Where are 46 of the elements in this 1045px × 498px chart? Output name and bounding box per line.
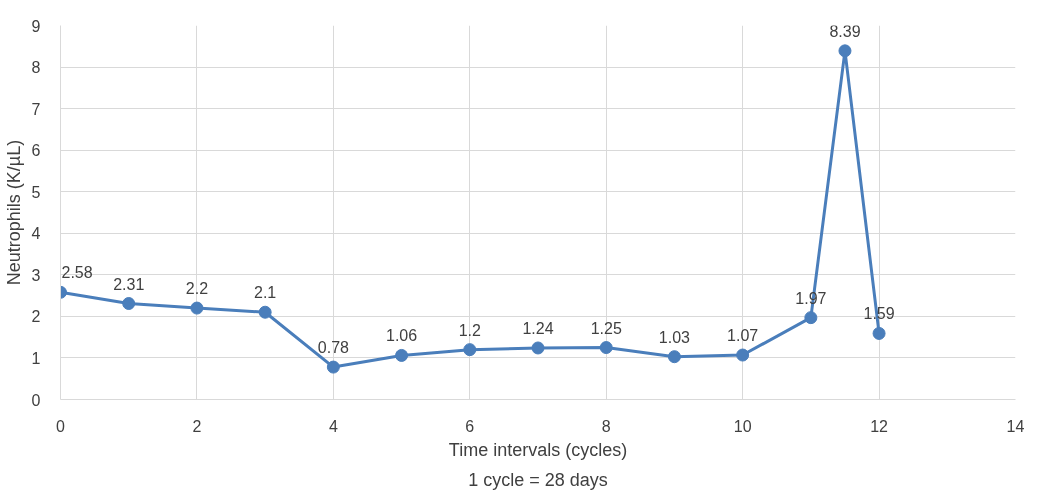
y-tick-label: 6	[31, 142, 41, 160]
x-tick-label: 4	[328, 417, 338, 435]
y-tick-label: 1	[31, 349, 41, 367]
point	[599, 341, 613, 355]
y-tick-label: 5	[31, 183, 41, 201]
point	[531, 341, 545, 355]
point	[838, 44, 852, 58]
data-label: 1.2	[458, 321, 482, 339]
x-axis-title: Time intervals (cycles)	[448, 439, 628, 460]
data-label: 0.78	[317, 339, 350, 357]
x-tick-label: 14	[1006, 417, 1025, 435]
x-tick-label: 2	[192, 417, 202, 435]
data-label: 1.24	[522, 319, 554, 337]
y-tick-label: 7	[31, 100, 41, 118]
x-tick-label: 0	[56, 417, 66, 435]
point	[463, 343, 477, 357]
point	[122, 297, 136, 310]
data-label: 2.31	[113, 275, 145, 293]
data-label: 1.25	[590, 319, 622, 337]
data-label: 2.2	[185, 280, 209, 298]
y-tick-label: 2	[31, 308, 41, 326]
y-tick-label: 3	[31, 266, 41, 284]
point	[667, 350, 681, 364]
point	[736, 348, 750, 362]
point	[258, 305, 272, 319]
y-tick-label: 0	[31, 391, 41, 409]
y-tick-label: 8	[31, 59, 41, 77]
y-tick-label: 4	[31, 225, 41, 243]
point	[804, 311, 818, 325]
x-tick-label: 8	[601, 417, 611, 435]
point	[872, 326, 886, 340]
x-tick-label: 12	[870, 417, 889, 435]
x-tick-label: 10	[733, 417, 752, 435]
point	[395, 348, 409, 362]
y-tick-label: 9	[31, 17, 41, 35]
data-label: 2.1	[254, 284, 277, 302]
data-label: 2.58	[61, 264, 93, 282]
data-label: 1.03	[658, 328, 691, 346]
data-label: 1.07	[727, 327, 759, 345]
point	[326, 360, 340, 374]
text: 1 cycle = 28 days	[468, 469, 608, 490]
data-label: 8.39	[829, 22, 861, 40]
x-tick-label: 6	[465, 417, 475, 435]
data-label: 1.06	[386, 327, 418, 345]
y-axis-title: Neutrophils (K/µL)	[3, 139, 24, 286]
point	[190, 301, 204, 315]
